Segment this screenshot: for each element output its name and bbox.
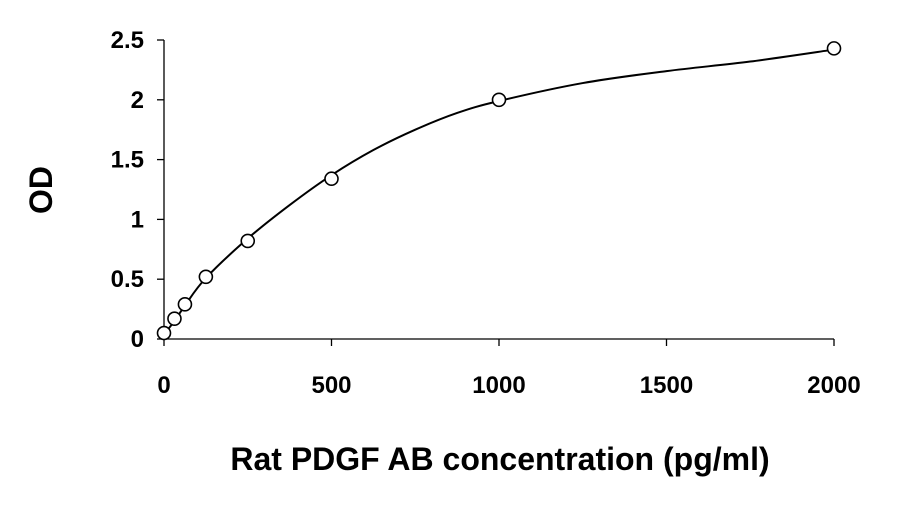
- y-tick-label: 0: [131, 326, 144, 353]
- data-point: [167, 311, 182, 326]
- data-point: [198, 269, 214, 285]
- x-tick-label: 1500: [640, 372, 693, 399]
- y-tick-label: 1: [131, 206, 144, 233]
- data-point: [491, 92, 507, 108]
- data-points: [156, 41, 842, 341]
- y-tick-label: 1.5: [111, 147, 144, 174]
- fit-curve: [163, 48, 835, 335]
- data-point: [240, 233, 256, 249]
- x-tick-label: 1000: [472, 372, 525, 399]
- y-tick-label: 2.5: [111, 27, 144, 54]
- x-tick-label: 2000: [807, 372, 860, 399]
- tick-labels: 0 0.5 1 1.5 2 2.5 0 500 1000 1500 2000: [111, 27, 861, 399]
- data-point: [177, 297, 193, 312]
- y-axis-title: OD: [23, 166, 59, 214]
- x-axis-title: Rat PDGF AB concentration (pg/ml): [230, 441, 769, 477]
- data-point: [826, 41, 842, 56]
- x-tick-label: 0: [157, 372, 170, 399]
- axes: [157, 39, 835, 346]
- data-point: [324, 171, 339, 187]
- data-point: [156, 325, 172, 341]
- y-tick-label: 0.5: [111, 266, 144, 293]
- fit-curve-layer: [163, 48, 835, 335]
- y-tick-label: 2: [131, 87, 144, 114]
- x-tick-label: 500: [311, 372, 351, 399]
